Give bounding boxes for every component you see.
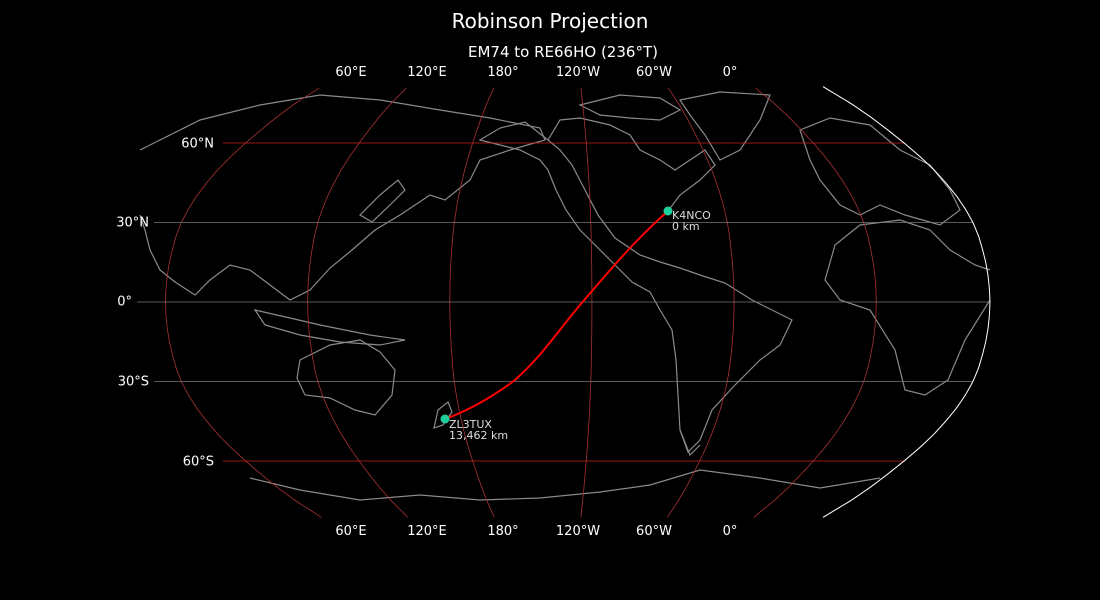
station-call: ZL3TUX <box>449 418 492 431</box>
lon-label-top: 0° <box>722 65 738 80</box>
lat-label: 30°N <box>116 215 149 231</box>
lon-label-top: 60°W <box>636 65 672 80</box>
meridian-line <box>666 87 735 518</box>
coastline-australia <box>296 339 396 416</box>
meridian-line <box>580 88 593 518</box>
station-distance: 13,462 km <box>449 429 509 442</box>
coastline-south-america-tip <box>679 429 701 457</box>
coastline-greenland <box>679 91 771 161</box>
map-title: Robinson Projection <box>451 9 649 33</box>
meridian-line <box>753 87 877 518</box>
station-label-zl3tux: ZL3TUX 13,462 km <box>449 419 508 441</box>
lon-label-top: 120°W <box>555 65 601 80</box>
great-circle-path <box>444 210 669 420</box>
lat-label: 0° <box>117 294 132 310</box>
lon-label-bottom: 60°E <box>335 524 367 539</box>
station-marker-k4nco[interactable] <box>663 206 673 216</box>
lon-label-bottom: 120°W <box>555 524 601 539</box>
lat-label: 60°S <box>182 454 214 470</box>
graticule <box>137 87 990 518</box>
lon-label-bottom: 180° <box>487 524 519 539</box>
coastlines <box>139 91 991 501</box>
meridian-line <box>449 87 495 518</box>
coastline-antarctica <box>249 469 881 501</box>
coastline-japan <box>359 179 406 223</box>
lon-label-bottom: 120°E <box>407 524 447 539</box>
map-border <box>822 86 991 518</box>
map-subtitle: EM74 to RE66HO (236°T) <box>468 43 658 61</box>
station-distance: 0 km <box>672 220 700 233</box>
coastline-arctic-islands <box>578 94 682 121</box>
station-label-k4nco: K4NCO 0 km <box>672 210 711 232</box>
coastline-americas <box>478 117 793 454</box>
station-marker-zl3tux[interactable] <box>440 414 450 424</box>
coastline-indonesia <box>253 309 406 346</box>
lon-label-bottom: 60°W <box>636 524 672 539</box>
coastline-africa-europe <box>799 117 991 396</box>
coastline-asia <box>139 94 546 301</box>
lon-label-top: 60°E <box>335 65 367 80</box>
lat-label: 60°N <box>181 136 214 152</box>
lat-label: 30°S <box>117 374 149 390</box>
lon-label-bottom: 0° <box>722 524 738 539</box>
meridian-line <box>165 87 322 518</box>
meridian-line <box>307 87 409 518</box>
station-call: K4NCO <box>672 209 711 222</box>
lon-label-top: 180° <box>487 65 519 80</box>
lon-label-top: 120°E <box>407 65 447 80</box>
